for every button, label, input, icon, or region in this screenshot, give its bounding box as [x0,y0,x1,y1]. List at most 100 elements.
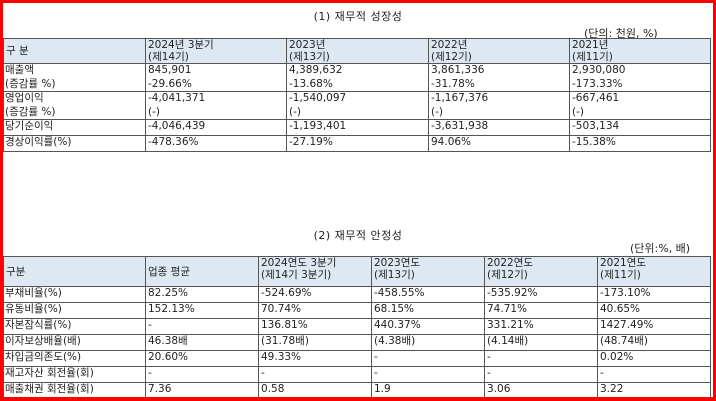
table-row: (증감률 %) (-) (-) (-) (-) [3,105,711,120]
section2-title: (2) 재무적 안정성 [313,229,403,242]
table-row: (증감률 %) -29.66% -13.68% -31.78% -173.33% [3,77,711,92]
cell-value: 3,861,336 [428,63,570,78]
row-label: 유동비율(%) [3,302,146,319]
cell-value: -535.92% [484,286,598,303]
cell-value: 40.65% [597,302,711,319]
cell-value: -15.38% [569,135,711,152]
cell-value: -173.33% [569,77,711,92]
cell-value: -1,167,376 [428,91,570,106]
cell-value: 845,901 [145,63,287,78]
stability-header-period: (제14기 3분기) [261,269,332,281]
cell-value: - [258,366,372,383]
stability-header-avg-text: 업종 평균 [148,265,190,278]
table-row: 재고자산 회전율(회) - - - - - [3,366,711,383]
stability-header-year: 2021연도 [600,257,647,270]
table-row: 유동비율(%) 152.13% 70.74% 68.15% 74.71% 40.… [3,302,711,319]
cell-value: 82.25% [145,286,259,303]
cell-value: -4,041,371 [145,91,287,106]
row-label: 경상이익률(%) [3,135,146,152]
stability-table: 구분 업종 평균 2024연도 3분기 (제14기 3분기) 2023연도 (제13… [3,256,711,399]
growth-header-period: (제11기) [572,51,613,63]
cell-value: -27.19% [286,135,429,152]
growth-header-row: 구 분 2024년 3분기 (제14기) 2023년 (제13기) 2022년 (제1… [3,38,711,64]
cell-value: - [145,318,259,335]
cell-value: (31.78배) [258,334,372,351]
table-row: 부채비율(%) 82.25% -524.69% -458.55% -535.92… [3,286,711,303]
cell-value: -503,134 [569,119,711,136]
row-label: 영업이익 [3,91,146,106]
cell-value: 2,930,080 [569,63,711,78]
cell-value: -4,046,439 [145,119,287,136]
table-row: 매출채권 회전율(회) 7.36 0.58 1.9 3.06 3.22 [3,382,711,399]
growth-table: 구 분 2024년 3분기 (제14기) 2023년 (제13기) 2022년 (제1… [3,38,711,152]
row-label: 당기순이익 [3,119,146,136]
cell-value: 68.15% [371,302,485,319]
cell-value: 70.74% [258,302,372,319]
row-label: 매출액 [3,63,146,78]
cell-value: -458.55% [371,286,485,303]
stability-header-avg: 업종 평균 [145,256,259,287]
stability-header-label: 구분 [3,256,146,287]
cell-value: -173.10% [597,286,711,303]
row-label: 매출채권 회전율(회) [3,382,146,399]
growth-header-period: (제12기) [431,51,472,63]
stability-header-col: 2024연도 3분기 (제14기 3분기) [258,256,372,287]
stability-header-period: (제12기) [487,269,528,281]
cell-value: (48.74배) [597,334,711,351]
cell-value: 46.38배 [145,334,259,351]
cell-value: 152.13% [145,302,259,319]
cell-value: 331.21% [484,318,598,335]
row-label: 차입금의존도(%) [3,350,146,367]
row-label: (증감률 %) [3,77,146,92]
stability-header-year: 2022연도 [487,257,534,270]
stability-header-label-text: 구분 [6,265,26,278]
cell-value: - [371,366,485,383]
growth-header-label: 구 분 [3,38,146,64]
stability-header-row: 구분 업종 평균 2024연도 3분기 (제14기 3분기) 2023연도 (제13… [3,256,711,287]
cell-value: -1,540,097 [286,91,429,106]
cell-value: - [484,366,598,383]
cell-value: (-) [286,105,429,120]
cell-value: 74.71% [484,302,598,319]
row-label: 부채비율(%) [3,286,146,303]
cell-value: 3.06 [484,382,598,399]
row-label: (증감률 %) [3,105,146,120]
table-row: 차입금의존도(%) 20.60% 49.33% - - 0.02% [3,350,711,367]
cell-value: 4,389,632 [286,63,429,78]
stability-header-col: 2021연도 (제11기) [597,256,711,287]
stability-header-period: (제13기) [374,269,415,281]
table-row: 당기순이익 -4,046,439 -1,193,401 -3,631,938 -… [3,119,711,136]
table-row: 영업이익 -4,041,371 -1,540,097 -1,167,376 -6… [3,91,711,106]
cell-value: (4.14배) [484,334,598,351]
cell-value: (-) [428,105,570,120]
cell-value: 440.37% [371,318,485,335]
stability-header-year: 2024연도 3분기 [261,257,337,270]
growth-header-year: 2021년 [572,39,609,52]
row-label: 자본잠식률(%) [3,318,146,335]
table-row: 자본잠식률(%) - 136.81% 440.37% 331.21% 1427.… [3,318,711,335]
cell-value: -667,461 [569,91,711,106]
cell-value: (-) [145,105,287,120]
growth-header-col: 2024년 3분기 (제14기) [145,38,287,64]
cell-value: (4.38배) [371,334,485,351]
table-row: 이자보상배율(배) 46.38배 (31.78배) (4.38배) (4.14배… [3,334,711,351]
cell-value: -29.66% [145,77,287,92]
cell-value: - [484,350,598,367]
cell-value: 49.33% [258,350,372,367]
growth-header-col: 2022년 (제12기) [428,38,570,64]
cell-value: -13.68% [286,77,429,92]
cell-value: - [371,350,485,367]
section1-title: (1) 재무적 성장성 [313,10,403,23]
cell-value: - [597,366,711,383]
cell-value: -1,193,401 [286,119,429,136]
cell-value: 20.60% [145,350,259,367]
cell-value: -478.36% [145,135,287,152]
cell-value: 3.22 [597,382,711,399]
row-label: 재고자산 회전율(회) [3,366,146,383]
stability-header-col: 2023연도 (제13기) [371,256,485,287]
section1-unit: (단의: 천원, %) [584,27,658,40]
cell-value: 94.06% [428,135,570,152]
table-row: 매출액 845,901 4,389,632 3,861,336 2,930,08… [3,63,711,78]
growth-header-year: 2023년 [289,39,326,52]
growth-header-period: (제14기) [148,51,189,63]
